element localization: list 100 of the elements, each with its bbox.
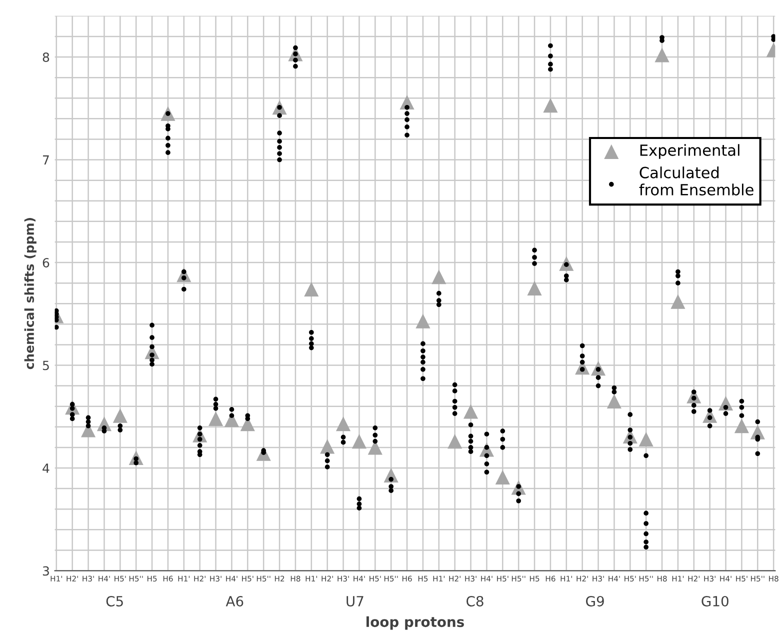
point (150, 335, 154, 340)
point (166, 142, 170, 148)
point (452, 382, 458, 388)
point (628, 447, 633, 452)
point (336, 416, 351, 432)
point (548, 62, 553, 67)
point (150, 362, 154, 367)
point (452, 411, 458, 416)
point (548, 54, 553, 58)
point (436, 298, 442, 303)
point (612, 385, 617, 390)
point (755, 451, 760, 456)
point (468, 445, 474, 450)
point (691, 402, 696, 408)
point (356, 496, 362, 502)
point (388, 488, 394, 494)
x-axis-title: loop protons (366, 616, 464, 630)
point (596, 383, 601, 388)
point (372, 432, 378, 438)
point (463, 404, 478, 419)
point (628, 440, 633, 446)
text: C5 (106, 596, 123, 606)
point (134, 460, 138, 466)
point (580, 360, 585, 365)
point (606, 394, 622, 409)
point (293, 45, 298, 50)
point (372, 426, 378, 430)
point (580, 343, 585, 348)
point (420, 376, 426, 382)
point (468, 422, 474, 428)
point (277, 130, 282, 136)
point (70, 416, 75, 422)
point (644, 521, 648, 526)
point (739, 404, 744, 410)
point (723, 411, 728, 416)
point (548, 43, 553, 48)
y-tick-label: 3 (42, 566, 49, 576)
point (596, 375, 601, 380)
point (352, 434, 366, 449)
point (484, 461, 490, 466)
point (532, 254, 537, 260)
point (277, 151, 282, 156)
point (644, 453, 648, 458)
point (484, 470, 490, 475)
point (468, 438, 474, 444)
point (564, 273, 569, 278)
y-tick-label: 7 (43, 155, 49, 165)
point (564, 278, 569, 282)
point (543, 98, 558, 113)
point (723, 404, 728, 410)
point (644, 540, 648, 544)
y-tick-label: 6 (42, 258, 50, 268)
point (644, 544, 648, 550)
point (734, 418, 749, 434)
point (548, 66, 553, 72)
point (308, 341, 314, 346)
point (676, 273, 680, 278)
point (532, 248, 537, 253)
text: C8 (466, 596, 484, 606)
y-tick-label: 4 (42, 464, 50, 473)
point (432, 270, 446, 284)
point (468, 449, 474, 454)
point (500, 445, 506, 450)
point (420, 341, 426, 346)
point (516, 498, 521, 504)
point (324, 464, 330, 470)
point (436, 302, 442, 308)
point (229, 407, 234, 412)
point (277, 138, 282, 144)
point (644, 531, 648, 536)
point (208, 411, 224, 426)
point (324, 452, 330, 458)
point (308, 330, 314, 335)
point (448, 434, 462, 449)
point (755, 419, 760, 424)
point (213, 406, 218, 411)
point (495, 470, 510, 485)
point (293, 58, 298, 63)
point (739, 398, 744, 404)
point (304, 282, 319, 297)
point (420, 354, 426, 360)
point (340, 440, 346, 445)
point (181, 286, 186, 292)
point (500, 436, 506, 442)
point (308, 345, 314, 350)
point (54, 324, 59, 330)
point (628, 412, 633, 417)
point (372, 438, 378, 444)
text: U7 (346, 596, 364, 606)
point (404, 104, 410, 110)
point (676, 269, 680, 274)
legend-label: Experimental (640, 144, 740, 159)
point (420, 348, 426, 354)
point (197, 436, 202, 442)
point (484, 432, 490, 437)
point (739, 413, 744, 418)
point (638, 432, 654, 447)
point (293, 64, 298, 69)
point (181, 276, 186, 280)
point (320, 439, 335, 454)
